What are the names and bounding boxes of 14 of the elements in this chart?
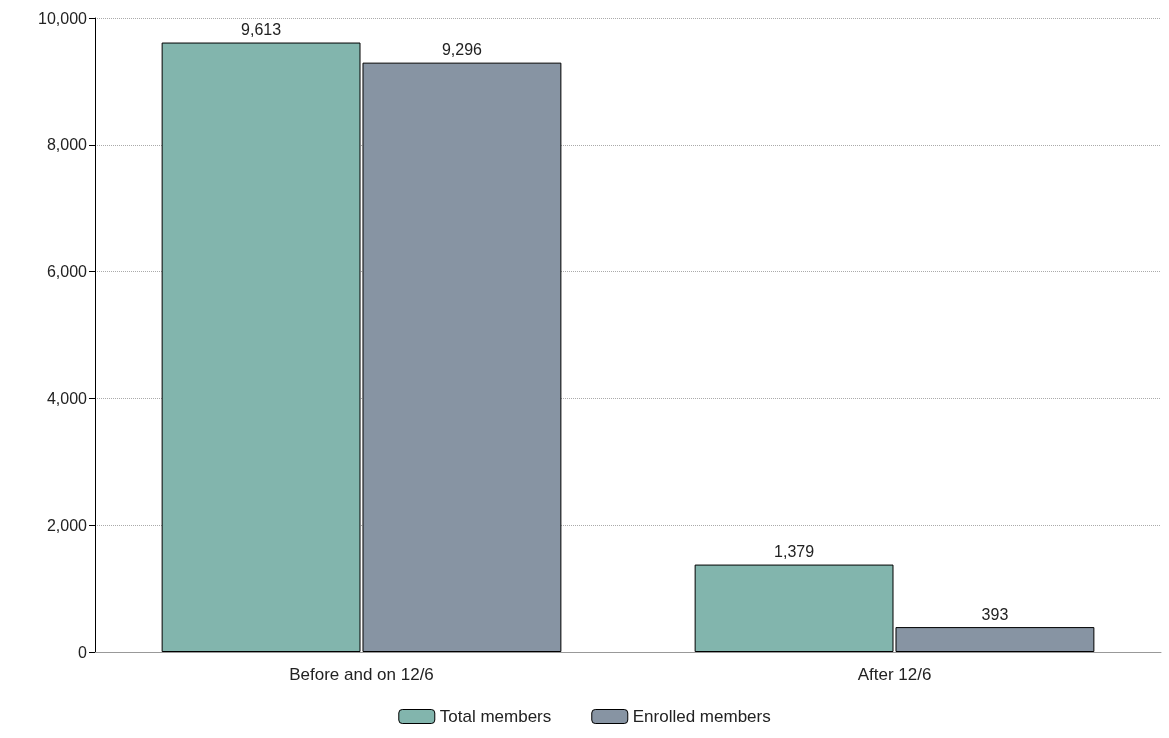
data-label: 393 [981,605,1009,623]
y-tick-label: 10,000 [38,9,88,27]
y-tick-label: 6,000 [46,263,88,281]
legend-label: Total members [439,707,552,726]
y-tick-label: 8,000 [46,136,88,154]
x-tick-label: Before and on 12/6 [289,665,434,684]
data-label: 1,379 [774,543,815,561]
legend-label: Enrolled members [632,707,771,726]
y-tick-label: 0 [78,643,88,661]
y-tick-label: 2,000 [46,516,88,534]
data-label: 9,296 [441,41,483,59]
x-tick-label: After 12/6 [857,665,932,684]
data-label: 9,613 [241,21,282,39]
y-tick-label: 4,000 [46,389,88,407]
